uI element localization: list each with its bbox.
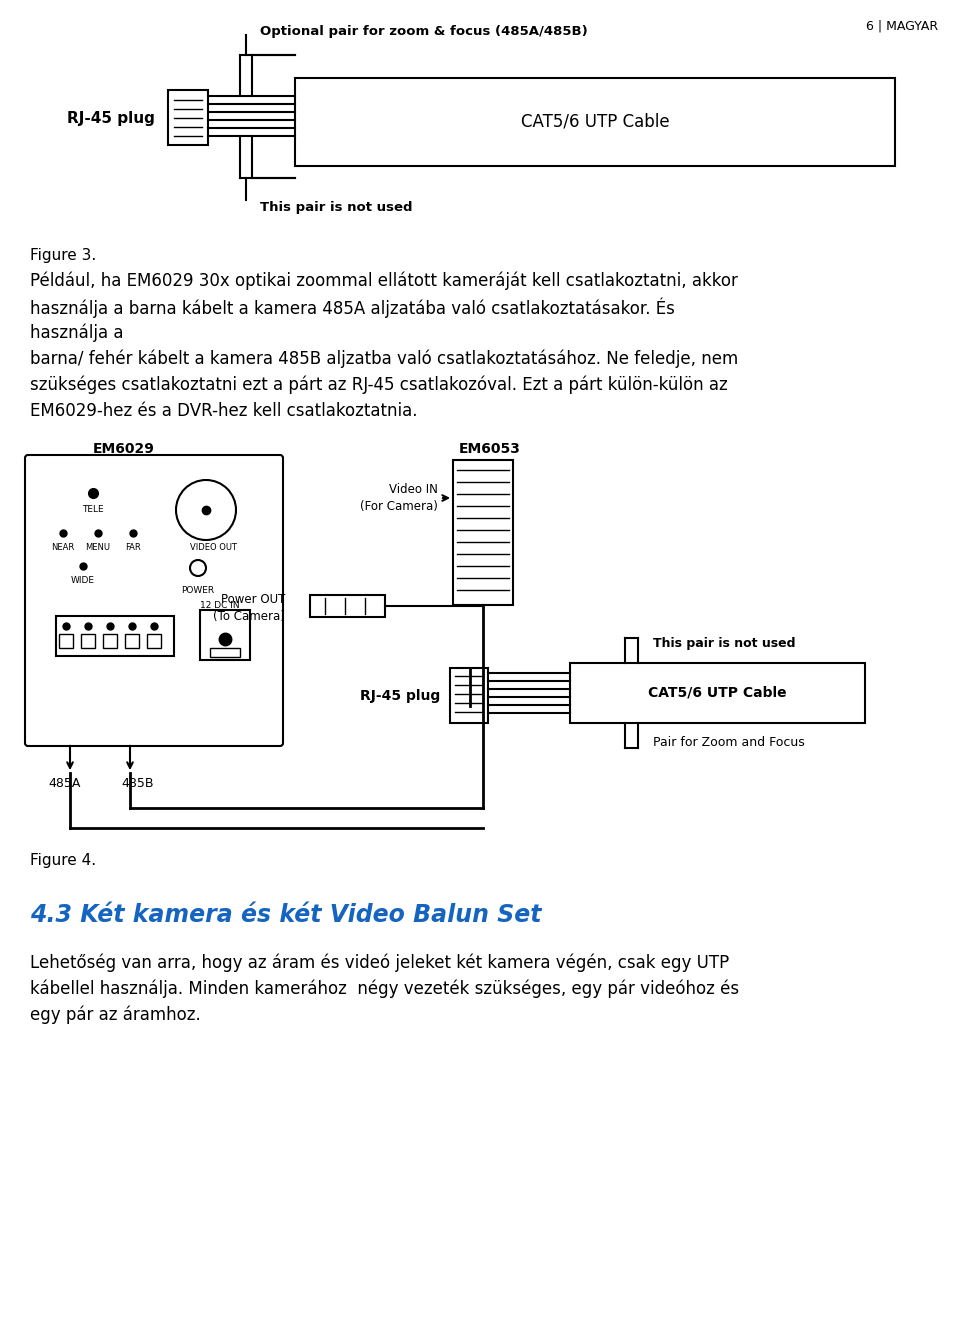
- Text: kábellel használja. Minden kamerához  négy vezeték szükséges, egy pár videóhoz é: kábellel használja. Minden kamerához nég…: [30, 979, 739, 997]
- Text: Figure 4.: Figure 4.: [30, 853, 96, 868]
- Text: Figure 3.: Figure 3.: [30, 248, 96, 263]
- Text: használja a barna kábelt a kamera 485A aljzatába való csatlakoztatásakor. És: használja a barna kábelt a kamera 485A a…: [30, 298, 675, 319]
- Text: 12 DC IN: 12 DC IN: [201, 601, 240, 610]
- Text: Lehetőség van arra, hogy az áram és videó jeleket két kamera végén, csak egy UTP: Lehetőség van arra, hogy az áram és vide…: [30, 954, 730, 972]
- FancyBboxPatch shape: [25, 454, 283, 745]
- Text: Power OUT
(To Camera): Power OUT (To Camera): [213, 593, 285, 623]
- Bar: [56, 616, 174, 656]
- Text: NEAR: NEAR: [52, 543, 75, 552]
- Text: 485A: 485A: [49, 777, 82, 790]
- Text: Video IN
(For Camera): Video IN (For Camera): [360, 483, 438, 514]
- Bar: [450, 668, 488, 723]
- Bar: [200, 610, 250, 660]
- Text: EM6053: EM6053: [459, 443, 521, 456]
- Text: This pair is not used: This pair is not used: [260, 202, 413, 215]
- Bar: [125, 633, 139, 648]
- Text: WIDE: WIDE: [71, 576, 95, 585]
- Text: EM6029: EM6029: [93, 443, 155, 456]
- Text: TELE: TELE: [83, 504, 104, 514]
- Text: 4.3 Két kamera és két Video Balun Set: 4.3 Két kamera és két Video Balun Set: [30, 903, 541, 927]
- Text: CAT5/6 UTP Cable: CAT5/6 UTP Cable: [648, 686, 786, 701]
- Bar: [147, 633, 161, 648]
- Bar: [210, 648, 240, 657]
- Text: EM6029-hez és a DVR-hez kell csatlakoztatnia.: EM6029-hez és a DVR-hez kell csatlakozta…: [30, 402, 418, 420]
- Text: This pair is not used: This pair is not used: [653, 636, 796, 649]
- Text: egy pár az áramhoz.: egy pár az áramhoz.: [30, 1005, 201, 1023]
- Text: Pair for Zoom and Focus: Pair for Zoom and Focus: [653, 736, 804, 749]
- Text: 485B: 485B: [122, 777, 155, 790]
- Text: szükséges csatlakoztatni ezt a párt az RJ-45 csatlakozóval. Ezt a párt külön-kül: szükséges csatlakoztatni ezt a párt az R…: [30, 375, 728, 395]
- Text: Például, ha EM6029 30x optikai zoommal ellátott kameráját kell csatlakoztatni, a: Például, ha EM6029 30x optikai zoommal e…: [30, 273, 738, 291]
- Bar: [59, 633, 73, 648]
- Text: Optional pair for zoom & focus (485A/485B): Optional pair for zoom & focus (485A/485…: [260, 25, 588, 38]
- Text: 6 | MAGYAR: 6 | MAGYAR: [866, 20, 938, 33]
- Bar: [81, 633, 95, 648]
- Text: használja a: használja a: [30, 324, 124, 342]
- Text: FAR: FAR: [125, 543, 141, 552]
- Bar: [453, 460, 513, 605]
- Bar: [168, 90, 208, 145]
- Bar: [570, 662, 865, 723]
- Text: MENU: MENU: [85, 543, 110, 552]
- Text: VIDEO OUT: VIDEO OUT: [189, 543, 236, 552]
- Text: RJ-45 plug: RJ-45 plug: [360, 689, 440, 703]
- Text: POWER: POWER: [181, 586, 215, 595]
- Text: barna/ fehér kábelt a kamera 485B aljzatba való csatlakoztatásához. Ne feledje, : barna/ fehér kábelt a kamera 485B aljzat…: [30, 350, 738, 369]
- Bar: [310, 595, 385, 616]
- Text: RJ-45 plug: RJ-45 plug: [67, 111, 155, 125]
- Bar: [295, 78, 895, 166]
- Text: CAT5/6 UTP Cable: CAT5/6 UTP Cable: [520, 113, 669, 130]
- Bar: [103, 633, 117, 648]
